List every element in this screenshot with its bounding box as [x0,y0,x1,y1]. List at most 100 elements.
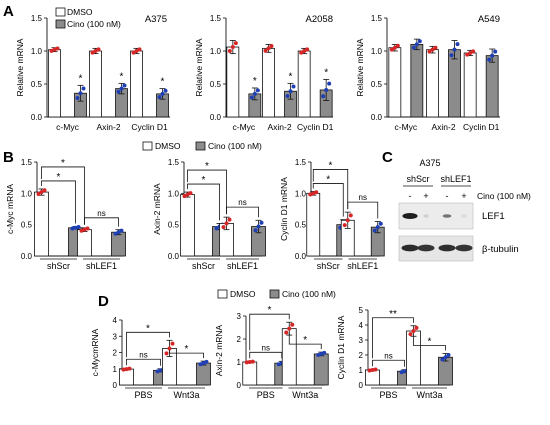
y-axis-label: Relative mRNA [194,38,204,96]
data-point [122,83,127,88]
bar-dmso [89,50,102,118]
significance-marker: * [329,160,333,171]
data-point [230,45,235,50]
legend-swatch-dmso [55,7,66,17]
data-point [155,369,160,374]
significance-bracket [249,351,283,359]
bar-dmso [242,361,258,386]
significance-bracket [312,183,344,217]
data-point [81,86,86,91]
data-point [78,91,83,96]
data-point [417,39,422,44]
significance-marker: * [253,76,257,87]
legend-label-cino: Cino (100 nM) [282,289,336,299]
significance-bracket [187,169,227,215]
significance-bracket [41,180,76,224]
cell-line-label: A375 [145,14,167,25]
significance-bracket [84,217,119,227]
data-point [52,47,57,52]
data-point [253,228,258,233]
legend-panel-b: DMSO Cino (100 nM) [142,141,262,151]
significance-bracket [372,359,405,367]
bar-dmso [463,52,477,118]
data-point [76,225,81,230]
data-point [290,322,295,327]
category-label: Cyclin D1 [463,122,500,132]
y-tick-label: 0.5 [21,221,33,230]
y-tick-label: 1.5 [21,158,33,167]
data-point [182,194,187,199]
significance-marker: ns [359,193,367,202]
legend-panel-a: DMSO Cino (100 nM) [55,7,121,29]
data-point [311,191,316,196]
data-point [116,89,121,94]
panel-label-c: C [382,149,393,166]
data-point [167,346,172,351]
data-point [319,351,324,356]
category-label: shScr [47,261,70,271]
legend-label-cino: Cino (100 nM) [67,19,121,29]
data-point [256,224,261,229]
significance-bracket [126,331,170,358]
chart-a-a2058: 0.0 0.5 1.0 1.5 Relative mRNA A2058 c-Myc Axin-… [194,14,334,132]
data-point [227,217,232,222]
data-point [287,326,292,331]
data-point [402,369,407,374]
y-tick-label: 3 [237,312,242,321]
data-point [85,226,90,231]
chart-b-cmyc: 0.0 0.5 1.0 1.5 c-Myc mRNA shScr shLEF1 ** ns [5,158,126,271]
y-tick-label: 0.0 [371,113,383,122]
data-point [291,84,296,89]
bar-cino [448,49,461,118]
data-point [375,225,380,230]
data-point [490,53,495,58]
cell-line-label: A2058 [306,14,333,25]
y-tick-label: 2 [113,349,118,358]
data-point [263,48,268,53]
y-tick-label: 1.0 [210,47,222,56]
bar-cino [438,356,453,386]
data-point [468,50,473,55]
data-point [308,192,313,197]
significance-marker: * [303,335,307,346]
y-axis-label: c-Myc mRNA [5,184,15,234]
data-point [411,45,416,50]
data-point [452,47,457,52]
data-point [414,42,419,47]
data-point [79,228,84,233]
wb-lane-sign: - [409,191,412,201]
wb-lane-sign: - [446,191,449,201]
data-point [252,91,257,96]
significance-marker: ns [262,343,270,352]
data-point [127,366,132,371]
bar-dmso [34,191,49,257]
wb-group-shscr: shScr [406,174,429,184]
data-point [348,213,353,218]
data-point [321,94,326,99]
significance-marker: * [161,77,165,88]
category-label: shLEF1 [347,261,378,271]
bar-dmso [426,49,439,118]
category-label: Axin-2 [267,122,291,132]
y-axis-label: Relative mRNA [355,38,365,96]
y-tick-label: 1.5 [210,14,222,23]
bar-cino [313,353,329,386]
data-point [305,47,310,52]
significance-marker: * [79,73,83,84]
significance-marker: ns [384,351,392,360]
bar-cino [111,231,126,257]
legend-swatch-cino [269,289,280,299]
chart-a-a375: 0.0 0.5 1.0 1.5 Relative mRNA A375 c-Myc Axin-2… [15,14,170,132]
bar-dmso [297,50,311,118]
data-point [93,49,98,53]
data-point [113,231,118,236]
y-tick-label: 1.5 [371,14,383,23]
data-point [164,351,169,356]
legend-swatch-dmso [142,141,153,151]
y-axis-label: Axin-2 mRNA [152,183,162,235]
significance-marker: ns [97,209,105,218]
data-point [131,50,136,55]
data-point [440,357,445,362]
y-tick-label: 1.5 [31,14,43,23]
y-tick-label: 1.0 [371,47,383,56]
